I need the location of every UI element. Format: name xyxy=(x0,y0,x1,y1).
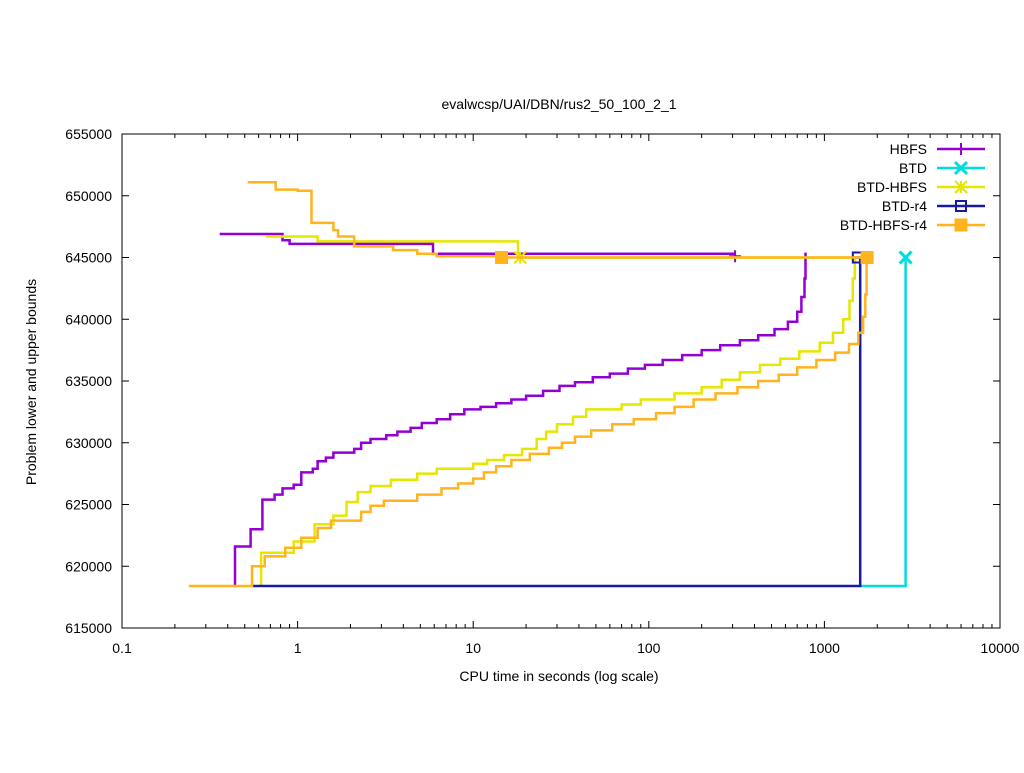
legend: HBFS BTD BTD-HBFS BTD-r4 BTD-HBFS-r4 xyxy=(840,141,985,233)
legend-marker xyxy=(954,180,968,194)
y-axis-label: Problem lower and upper bounds xyxy=(23,279,39,485)
series-line-lower-btd-r4 xyxy=(252,257,862,588)
marker-stroke xyxy=(953,160,969,176)
series-line-lower-btd-hbfs-r4 xyxy=(188,257,868,588)
series-line-lower-btd-hbfs xyxy=(259,256,857,586)
series-layer xyxy=(188,180,913,588)
y-tick-label: 625000 xyxy=(65,497,112,513)
y-tick-label: 640000 xyxy=(65,311,112,327)
x-tick-label: 10 xyxy=(465,640,481,656)
axis-ticks: 0.1 1 10 100 1000 10000 615000 620000 625000 6300… xyxy=(65,126,1019,656)
y-tick-label: 620000 xyxy=(65,558,112,574)
legend-item-btd: BTD xyxy=(899,160,985,176)
y-tick-label: 635000 xyxy=(65,373,112,389)
series-line-lower-btd xyxy=(860,257,907,588)
legend-item-btd-hbfs: BTD-HBFS xyxy=(857,179,985,195)
x-tick-label: 10000 xyxy=(981,640,1020,656)
y-tick-label: 615000 xyxy=(65,620,112,636)
legend-label: HBFS xyxy=(890,141,927,157)
series-line-lower-hbfs xyxy=(233,252,807,586)
x-tick-label: 1000 xyxy=(809,640,840,656)
legend-item-btd-r4: BTD-r4 xyxy=(882,198,985,214)
series-line-upper-btd-hbfs-r4 xyxy=(247,180,868,259)
legend-label: BTD-HBFS xyxy=(857,179,927,195)
legend-marker xyxy=(954,218,968,232)
marker-stroke xyxy=(495,251,509,264)
legend-label: BTD-r4 xyxy=(882,198,927,214)
legend-label: BTD xyxy=(899,160,927,176)
x-axis-label: CPU time in seconds (log scale) xyxy=(459,668,658,684)
series-btd-hbfs-r4 xyxy=(188,180,874,588)
series-point-btd-hbfs-r4 xyxy=(495,251,509,264)
x-tick-label: 100 xyxy=(637,640,661,656)
y-tick-label: 650000 xyxy=(65,188,112,204)
y-tick-label: 630000 xyxy=(65,435,112,451)
y-tick-label: 655000 xyxy=(65,126,112,142)
y-tick-label: 645000 xyxy=(65,250,112,266)
series-line-upper-hbfs xyxy=(219,232,736,256)
legend-label: BTD-HBFS-r4 xyxy=(840,217,927,233)
legend-marker xyxy=(955,200,967,212)
marker-stroke xyxy=(954,218,968,232)
legend-marker xyxy=(955,143,967,155)
series-btd xyxy=(860,250,913,588)
series-point-btd-hbfs-r4 xyxy=(860,251,874,264)
series-point-btd xyxy=(898,250,913,265)
marker-stroke xyxy=(860,251,874,264)
legend-item-btd-hbfs-r4: BTD-HBFS-r4 xyxy=(840,217,985,233)
x-tick-label: 1 xyxy=(294,640,302,656)
marker-stroke xyxy=(898,250,913,265)
x-tick-label: 0.1 xyxy=(112,640,132,656)
chart-title: evalwcsp/UAI/DBN/rus2_50_100_2_1 xyxy=(441,96,676,112)
marker-stroke xyxy=(954,180,968,194)
plot-frame xyxy=(121,133,1001,629)
legend-marker xyxy=(953,160,969,176)
marker-stroke xyxy=(955,200,967,212)
legend-item-hbfs: HBFS xyxy=(890,141,985,157)
